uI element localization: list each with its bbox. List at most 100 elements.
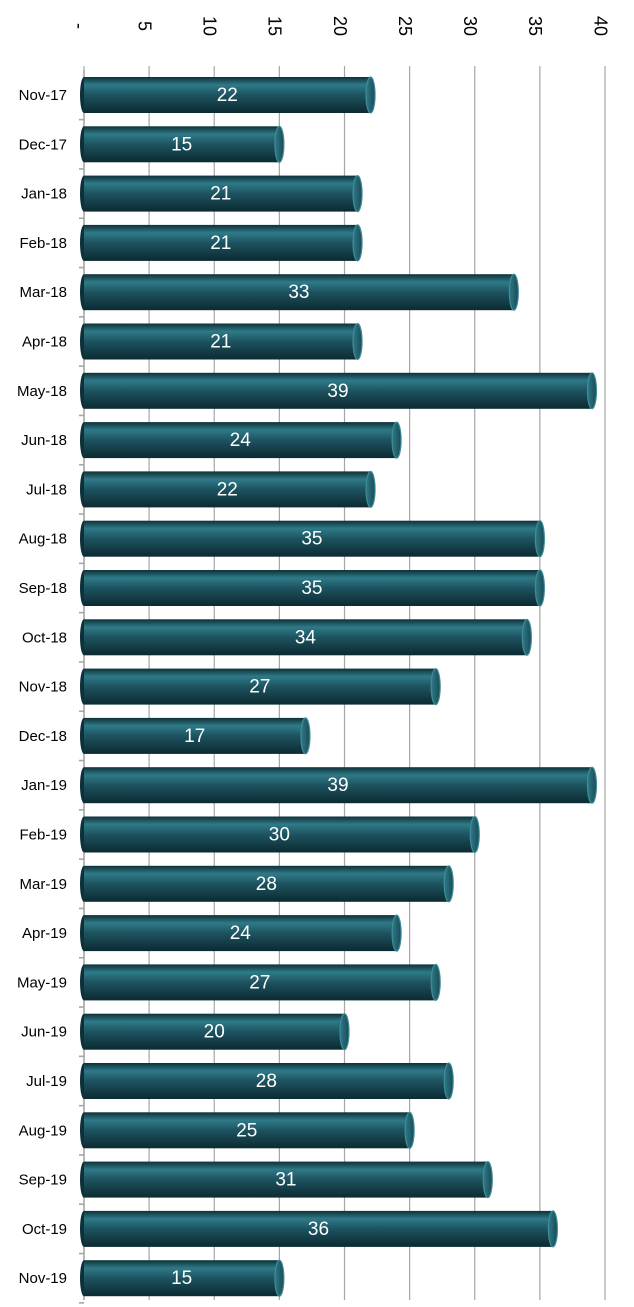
bar-group: 39 <box>80 766 598 804</box>
bar-end-cap <box>443 1062 454 1100</box>
bar <box>84 865 449 902</box>
x-tick-label: 20 <box>330 16 350 36</box>
bar-end-cap <box>547 1210 559 1248</box>
bar-end-cap <box>391 914 402 952</box>
bar-group: 31 <box>80 1160 493 1199</box>
bar <box>84 520 540 557</box>
category-label: May-19 <box>17 974 67 991</box>
x-tick-label: 35 <box>525 16 545 36</box>
bar <box>84 422 397 459</box>
bar-value-label: 30 <box>269 825 290 846</box>
bar <box>84 816 475 853</box>
bar <box>84 1013 345 1050</box>
bar <box>84 1063 449 1099</box>
bar-group: 25 <box>80 1111 415 1149</box>
category-label: Nov-19 <box>19 1270 67 1287</box>
category-label: Jul-19 <box>26 1073 67 1090</box>
category-label: Dec-17 <box>19 136 67 153</box>
bar <box>84 717 306 754</box>
bar-group: 17 <box>80 717 311 755</box>
bar-end-cap <box>521 618 532 656</box>
x-tick-label: 40 <box>590 16 610 36</box>
bar-value-label: 21 <box>210 184 231 205</box>
bar-end-cap <box>443 865 454 903</box>
bar-group: 15 <box>80 125 285 163</box>
bar-group: 36 <box>80 1210 559 1248</box>
category-label: Sep-18 <box>19 580 67 597</box>
x-tick-label: - <box>69 23 89 29</box>
bar-end-cap <box>391 421 402 459</box>
bar-group: 20 <box>80 1013 350 1051</box>
bar-group: 28 <box>80 1062 454 1100</box>
bar-group: 35 <box>80 569 545 607</box>
bar-end-cap <box>482 1160 493 1199</box>
bar-end-cap <box>365 76 376 114</box>
bar-value-label: 22 <box>217 479 238 500</box>
bar-value-label: 39 <box>327 381 348 402</box>
bar <box>84 372 592 409</box>
category-label: Jul-18 <box>26 481 67 498</box>
bar <box>84 77 371 113</box>
bar-end-cap <box>352 175 363 213</box>
category-label: Dec-18 <box>19 728 67 745</box>
bar-end-cap <box>274 1259 285 1297</box>
bar-end-cap <box>352 224 363 262</box>
bar-end-cap <box>534 520 545 558</box>
bar-end-cap <box>430 963 441 1002</box>
bar-end-cap <box>508 273 519 311</box>
category-label: Nov-18 <box>19 679 67 696</box>
category-label: Oct-18 <box>22 629 67 646</box>
bar-value-label: 28 <box>256 874 277 895</box>
bar <box>84 471 371 508</box>
category-label: Jun-18 <box>21 432 67 449</box>
category-label: Apr-19 <box>22 925 67 942</box>
bar-value-label: 27 <box>249 972 270 993</box>
bar-group: 27 <box>80 963 441 1002</box>
category-label: Jun-19 <box>21 1024 67 1041</box>
bar-group: 28 <box>80 865 454 903</box>
bar-value-label: 15 <box>171 134 192 155</box>
bar-value-label: 31 <box>275 1170 296 1191</box>
x-tick-label: 5 <box>134 21 154 31</box>
category-label: Nov-17 <box>19 87 67 104</box>
bar-value-label: 25 <box>236 1120 257 1141</box>
bar-value-label: 34 <box>295 627 317 648</box>
bar <box>84 323 358 360</box>
bars: 22 15 21 21 33 21 39 24 22 35 35 34 27 17 39 30 28 24 27 20… <box>80 76 598 1297</box>
bar-end-cap <box>339 1013 350 1051</box>
bar <box>84 767 592 804</box>
bar-group: 22 <box>80 470 376 508</box>
bar-group: 39 <box>80 372 598 410</box>
bar-group: 35 <box>80 520 545 558</box>
y-axis-category-labels: Nov-17 Dec-17 Jan-18 Feb-18 Mar-18 Apr-18 May-… <box>17 87 67 1287</box>
bar-value-label: 21 <box>210 332 231 353</box>
bar-value-label: 39 <box>327 775 348 796</box>
bar <box>84 1161 488 1198</box>
category-label: Feb-19 <box>19 826 67 843</box>
bar <box>84 668 436 705</box>
bar-end-cap <box>586 766 598 804</box>
bar <box>84 964 436 1001</box>
bar-value-label: 24 <box>230 923 252 944</box>
category-label: Aug-19 <box>19 1122 67 1139</box>
bar-value-label: 24 <box>230 430 252 451</box>
bar-group: 15 <box>80 1259 285 1297</box>
x-tick-label: 30 <box>460 16 480 36</box>
bar <box>84 1260 280 1297</box>
bar-group: 22 <box>80 76 376 114</box>
bar-end-cap <box>352 322 363 361</box>
bar-value-label: 22 <box>217 85 238 106</box>
category-label: Aug-18 <box>19 531 67 548</box>
category-label: Jan-19 <box>21 777 67 794</box>
category-label: Oct-19 <box>22 1221 67 1238</box>
bar <box>84 1210 553 1247</box>
bar <box>84 570 540 606</box>
bar-end-cap <box>586 372 598 410</box>
bar-end-cap <box>300 717 311 755</box>
category-label: Apr-18 <box>22 333 67 350</box>
bar <box>84 126 280 163</box>
bar <box>84 224 358 261</box>
category-label: Mar-19 <box>19 876 67 893</box>
bar-group: 33 <box>80 273 519 311</box>
bar-value-label: 17 <box>184 726 205 747</box>
